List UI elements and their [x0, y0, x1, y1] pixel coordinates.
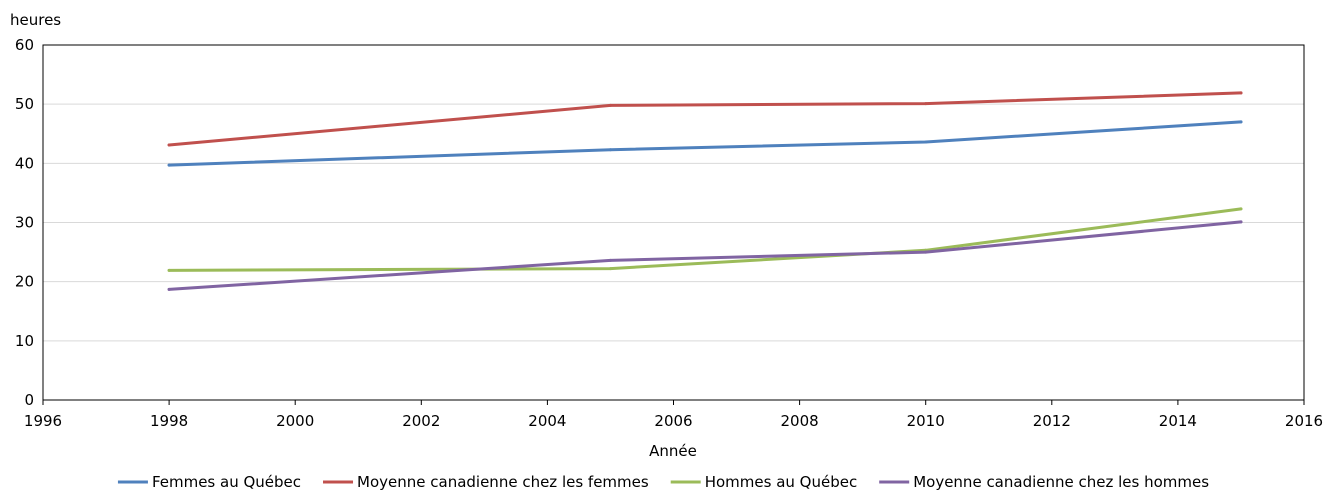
- series-line-2: [167, 91, 1243, 147]
- y-axis: 0 10 20 30 40 50 60: [15, 36, 34, 409]
- legend-label: Moyenne canadienne chez les femmes: [357, 473, 649, 491]
- data-point: [167, 163, 171, 167]
- y-tick-label: 30: [15, 214, 34, 232]
- y-tick-label: 0: [24, 391, 34, 409]
- y-tick-label: 10: [15, 332, 34, 350]
- x-tick-label: 2010: [907, 412, 945, 430]
- data-point: [608, 258, 612, 262]
- x-tick-label: 2012: [1033, 412, 1071, 430]
- series-line-4: [167, 220, 1243, 291]
- data-point: [608, 103, 612, 107]
- series-line-1: [167, 120, 1243, 167]
- x-tick-label: 2002: [402, 412, 440, 430]
- x-tick-label: 2006: [654, 412, 692, 430]
- data-point: [1239, 120, 1243, 124]
- x-tick-label: 2008: [781, 412, 819, 430]
- data-point: [924, 250, 928, 254]
- data-point: [924, 102, 928, 106]
- y-tick-label: 40: [15, 154, 34, 172]
- x-tick-label: 2000: [276, 412, 314, 430]
- x-tick-label: 2016: [1285, 412, 1323, 430]
- legend-label: Moyenne canadienne chez les hommes: [913, 473, 1209, 491]
- x-axis-title: Année: [649, 442, 697, 460]
- y-tick-label: 50: [15, 95, 34, 113]
- data-point: [167, 268, 171, 272]
- y-tick-label: 20: [15, 273, 34, 291]
- data-point: [167, 287, 171, 291]
- x-tick-label: 2014: [1159, 412, 1197, 430]
- data-point: [1239, 91, 1243, 95]
- legend-label: Hommes au Québec: [705, 473, 858, 491]
- series-lines: [167, 91, 1243, 291]
- data-point: [1239, 207, 1243, 211]
- x-tick-label: 1998: [150, 412, 188, 430]
- x-axis: 1996 1998 2000 2002 2004 2006 2008 2010 2012 2014…: [24, 400, 1323, 430]
- y-tick-label: 60: [15, 36, 34, 54]
- series-line-3: [167, 207, 1243, 272]
- y-axis-title: heures: [10, 11, 61, 29]
- legend: Femmes au Québec Moyenne canadienne chez …: [117, 473, 1209, 491]
- x-tick-label: 1996: [24, 412, 62, 430]
- data-point: [167, 143, 171, 147]
- data-point: [608, 148, 612, 152]
- legend-label: Femmes au Québec: [152, 473, 301, 491]
- x-tick-label: 2004: [528, 412, 566, 430]
- data-point: [1239, 220, 1243, 224]
- data-point: [608, 267, 612, 271]
- data-point: [924, 140, 928, 144]
